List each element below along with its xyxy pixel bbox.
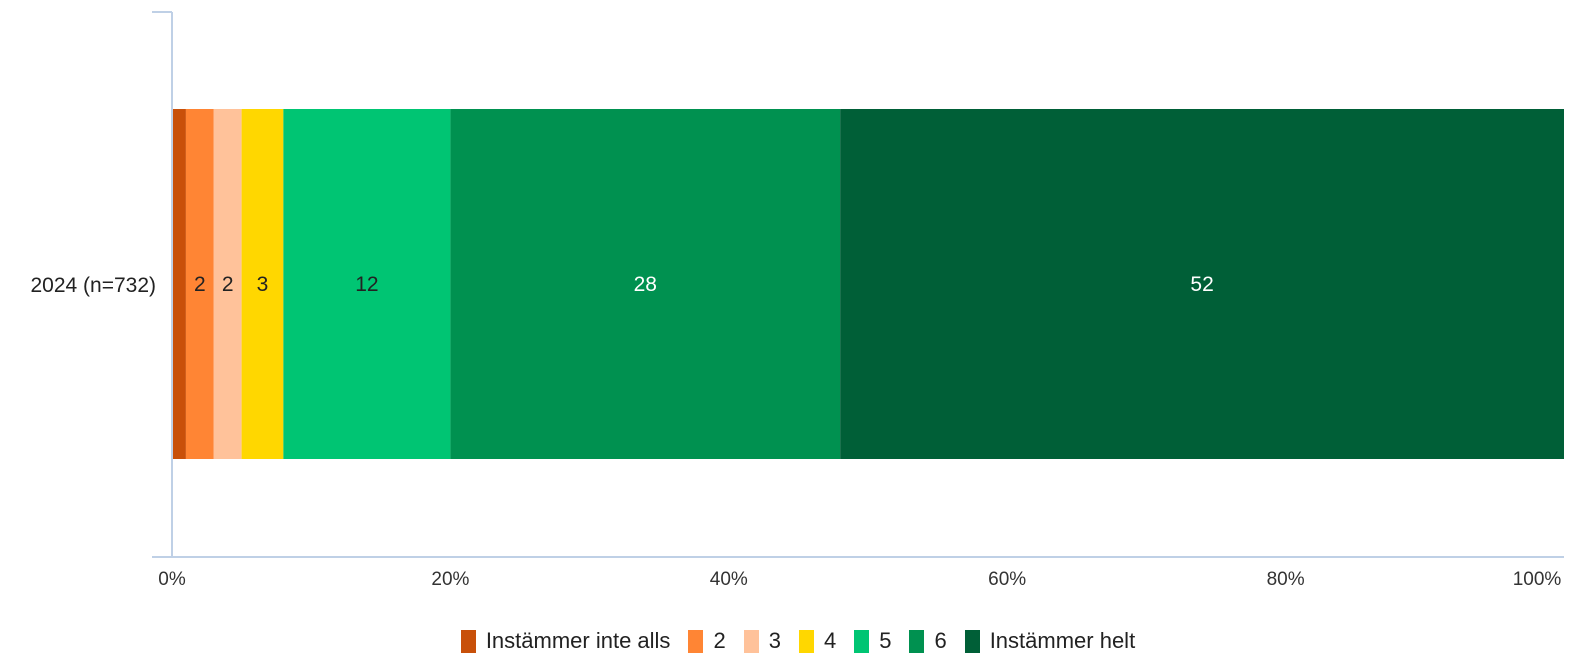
data-label: 2	[222, 273, 234, 296]
bar-group	[172, 109, 1564, 459]
legend-swatch	[798, 629, 814, 653]
data-label: 2	[194, 273, 206, 296]
legend-label: 5	[879, 628, 892, 653]
legend-swatch	[909, 629, 925, 653]
legend-item: Instämmer helt	[964, 628, 1136, 654]
bar-segment	[241, 109, 284, 459]
data-label: 52	[1190, 273, 1213, 296]
legend-item: 4	[798, 628, 837, 654]
legend-swatch	[854, 629, 870, 653]
x-tick-label: 20%	[431, 569, 469, 590]
bar-segment	[283, 109, 451, 459]
x-tick-label: 40%	[710, 569, 748, 590]
legend-label: 2	[713, 628, 726, 653]
legend-label: 3	[768, 628, 781, 653]
legend-item: 6	[909, 628, 947, 654]
legend-swatch	[688, 629, 704, 653]
bar-label-group: 2 2 3 12 28 52	[194, 273, 1214, 296]
x-tick-label: 100%	[1513, 569, 1562, 590]
legend-swatch	[743, 629, 759, 653]
legend-label: 6	[934, 628, 947, 653]
legend-label: Instämmer inte alls	[485, 628, 671, 653]
x-tick-label: 0%	[158, 569, 186, 590]
data-label: 12	[355, 273, 378, 296]
x-tick-label: 80%	[1267, 569, 1305, 590]
x-tick-label: 60%	[988, 569, 1026, 590]
bar-segment	[213, 109, 242, 459]
legend-label: 4	[823, 628, 837, 653]
legend-item: Instämmer inte alls	[460, 628, 671, 654]
legend-label: Instämmer helt	[989, 628, 1136, 653]
legend-item: 2	[688, 628, 726, 654]
bar-segment	[450, 109, 841, 459]
stacked-bar-chart: 2 2 3 12 28 52 0% 20% 40% 60% 80% 100% 2024 (n=732…	[30, 11, 1564, 590]
legend-swatch	[460, 629, 476, 653]
bar-segment	[185, 109, 214, 459]
legend-swatch	[964, 629, 980, 653]
data-label: 28	[634, 273, 657, 296]
category-label: 2024 (n=732)	[30, 274, 156, 297]
data-label: 3	[257, 273, 269, 296]
legend-item: 3	[743, 628, 781, 654]
axes	[152, 11, 1564, 558]
bar-segment	[840, 109, 1564, 459]
bar-segment	[172, 109, 186, 459]
legend: Instämmer inte alls 2 3 4 5 6 Instämmer helt	[0, 624, 1596, 658]
legend-item: 5	[854, 628, 891, 654]
x-tick-group: 0% 20% 40% 60% 80% 100%	[158, 569, 1561, 590]
